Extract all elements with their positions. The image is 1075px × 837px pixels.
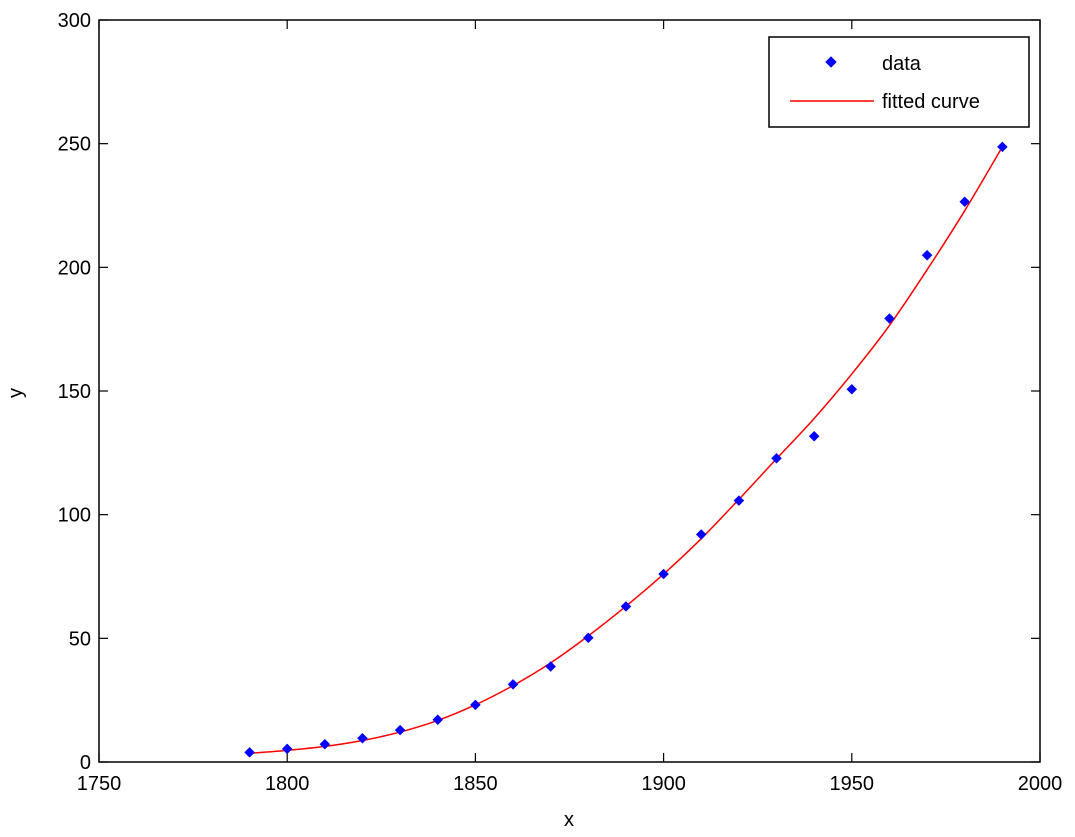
x-tick-label: 1900	[641, 773, 686, 795]
x-tick-label: 1950	[830, 773, 875, 795]
plot-area	[98, 19, 1041, 763]
data-point	[394, 724, 406, 736]
data-point	[244, 747, 255, 758]
y-tick-label: 0	[80, 752, 91, 774]
legend: data fitted curve	[768, 36, 1030, 128]
data-point	[771, 452, 782, 464]
legend-fitted-curve-label: fitted curve	[882, 91, 980, 113]
y-tick-label: 100	[58, 505, 91, 527]
x-tick-label: 1850	[453, 773, 498, 795]
data-point	[357, 732, 368, 744]
data-point	[808, 430, 820, 442]
y-axis-ticks: 0 50 100 150 200 250 300	[58, 10, 1040, 774]
x-tick-label: 1750	[77, 773, 122, 795]
data-point	[620, 601, 632, 612]
legend-box	[768, 36, 1030, 128]
data-point	[695, 529, 707, 540]
y-tick-label: 300	[58, 10, 91, 32]
data-point	[545, 661, 557, 672]
data-point	[733, 495, 745, 506]
y-tick-label: 200	[58, 257, 91, 279]
x-tick-label: 1800	[265, 773, 310, 795]
legend-data-marker	[825, 56, 837, 68]
series-layer	[244, 141, 1008, 758]
x-axis-ticks: 1750 1800 1850 1900 1950 2000	[77, 20, 1063, 795]
data-point	[959, 196, 971, 208]
y-axis-label: y	[5, 388, 27, 398]
data-point	[507, 678, 519, 690]
y-tick-label: 150	[58, 381, 91, 403]
x-tick-label: 2000	[1018, 773, 1063, 795]
x-axis-label: x	[564, 809, 574, 831]
y-tick-label: 50	[69, 628, 91, 650]
legend-data-label: data	[882, 53, 922, 75]
data-point	[582, 632, 594, 644]
data-point	[470, 699, 481, 711]
data-point	[997, 141, 1008, 153]
data-point	[921, 249, 933, 261]
data-point	[432, 714, 444, 726]
data-point	[281, 743, 293, 755]
y-tick-label: 250	[58, 134, 91, 156]
data-point	[319, 738, 331, 750]
axes-frame	[98, 19, 1041, 763]
data-point	[658, 568, 669, 580]
data-point	[846, 383, 858, 395]
data-point	[884, 313, 895, 324]
